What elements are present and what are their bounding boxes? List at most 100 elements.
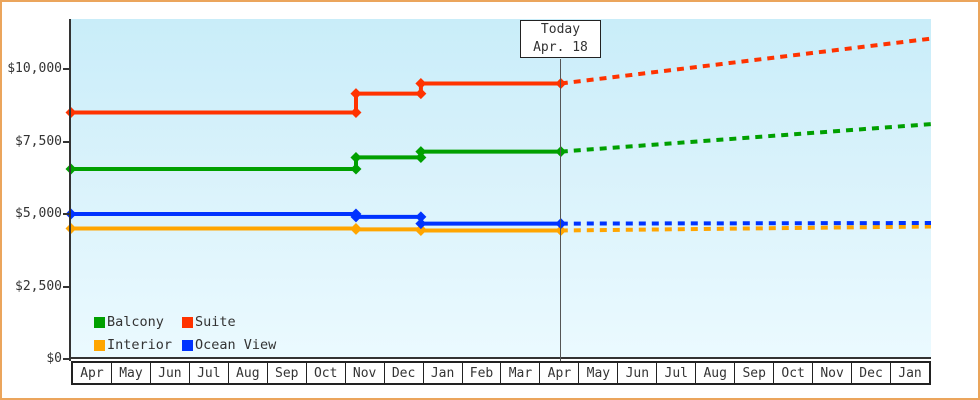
month-label: Jan <box>898 365 922 381</box>
today-flag: Today Apr. 18 <box>520 20 601 58</box>
series-line-balcony <box>71 149 561 171</box>
y-tick-label: $10,000 <box>7 61 62 76</box>
month-cell-feb: Feb <box>463 363 502 383</box>
series-projection-ocean-view <box>560 221 932 226</box>
legend-label-ocean-view: Ocean View <box>195 337 277 353</box>
series-marker-interior <box>350 223 362 235</box>
series-projection-balcony <box>560 122 932 154</box>
series-marker-suite <box>415 78 427 89</box>
legend-label-suite: Suite <box>195 314 236 330</box>
month-label: May <box>119 365 143 381</box>
series-projection-interior <box>560 224 932 233</box>
x-axis-month-row: Apr May Jun Jul Aug Sep Oct Nov Dec Jan Feb Mar Apr M… <box>71 361 931 385</box>
month-label: Aug <box>236 365 260 381</box>
month-cell-apr: Apr <box>540 363 580 383</box>
month-label: Oct <box>781 365 805 381</box>
month-label: Apr <box>547 365 572 381</box>
series-marker-ocean-view <box>65 208 77 220</box>
legend-swatch-balcony <box>94 316 105 328</box>
month-cell-sep: Sep <box>735 363 775 383</box>
y-tick-mark <box>63 358 70 360</box>
month-label: Oct <box>313 365 338 381</box>
y-tick-mark <box>63 68 70 70</box>
month-cell-oct: Oct <box>307 363 346 383</box>
month-label: Dec <box>391 365 416 381</box>
legend-swatch-suite <box>182 316 193 328</box>
month-cell-sep: Sep <box>268 363 307 383</box>
legend-swatch-ocean-view <box>182 339 193 351</box>
y-axis <box>69 19 71 361</box>
x-axis <box>69 357 931 359</box>
month-label: May <box>586 365 611 381</box>
today-date: Apr. 18 <box>533 40 588 55</box>
series-marker-balcony <box>350 163 362 175</box>
month-label: Jun <box>625 365 650 381</box>
y-tick-mark <box>63 285 70 288</box>
series-marker-interior <box>65 223 77 234</box>
month-cell-dec: Dec <box>852 363 892 383</box>
month-label: Nov <box>820 365 844 381</box>
series-line-ocean-view <box>71 212 561 226</box>
month-cell-nov: Nov <box>813 363 853 383</box>
series-projection-suite <box>560 36 932 86</box>
legend-item-balcony: Balcony <box>94 314 182 330</box>
month-label: Aug <box>703 365 727 381</box>
month-cell-jun: Jun <box>618 363 658 383</box>
month-cell-nov: Nov <box>346 363 385 383</box>
legend-item-interior: Interior <box>94 337 182 353</box>
month-cell-jan: Jan <box>424 363 463 383</box>
legend: Balcony Suite Interior Ocean View <box>94 314 276 353</box>
today-label: Today <box>540 22 581 37</box>
series-marker-ocean-view <box>415 211 427 223</box>
month-label: Sep <box>742 365 766 381</box>
month-cell-mar: Mar <box>501 363 541 383</box>
y-tick-label: $7,500 <box>15 133 62 149</box>
month-cell-dec: Dec <box>385 363 424 383</box>
y-tick-label: $2,500 <box>15 278 62 294</box>
y-tick-mark <box>63 140 70 143</box>
month-label: Jul <box>197 365 221 381</box>
series-marker-suite <box>350 88 362 100</box>
series-line-interior <box>71 226 561 233</box>
series-marker-suite <box>415 88 427 100</box>
month-label: Apr <box>80 365 104 381</box>
y-tick-label: $5,000 <box>15 206 62 221</box>
legend-item-suite: Suite <box>182 314 276 330</box>
month-cell-jan: Jan <box>891 363 929 383</box>
month-label: Mar <box>508 365 533 381</box>
month-cell-may: May <box>112 363 151 383</box>
month-cell-oct: Oct <box>774 363 814 383</box>
month-cell-apr: Apr <box>73 363 112 383</box>
month-label: Jul <box>664 365 689 381</box>
series-marker-ocean-view <box>350 211 362 223</box>
month-label: Feb <box>469 365 494 381</box>
today-line <box>560 59 561 361</box>
month-label: Nov <box>352 365 377 381</box>
month-cell-jul: Jul <box>657 363 697 383</box>
series-marker-balcony <box>415 146 427 158</box>
y-tick-label: $0 <box>46 351 62 366</box>
month-cell-aug: Aug <box>696 363 736 383</box>
series-marker-suite <box>350 107 362 118</box>
series-marker-suite <box>65 107 77 118</box>
series-marker-balcony <box>350 151 362 163</box>
legend-label-interior: Interior <box>107 337 173 353</box>
series-marker-interior <box>415 225 427 237</box>
month-cell-aug: Aug <box>229 363 268 383</box>
legend-label-balcony: Balcony <box>107 314 164 330</box>
series-line-suite <box>71 81 561 115</box>
series-marker-balcony <box>65 163 77 175</box>
month-cell-jun: Jun <box>151 363 190 383</box>
month-cell-jul: Jul <box>190 363 229 383</box>
month-cell-may: May <box>579 363 619 383</box>
chart-canvas <box>65 36 932 237</box>
month-label: Jan <box>430 365 455 381</box>
legend-item-ocean-view: Ocean View <box>182 337 276 353</box>
month-label: Sep <box>275 365 299 381</box>
plot-area <box>65 19 932 358</box>
series-marker-balcony <box>415 151 427 163</box>
legend-swatch-interior <box>94 339 105 351</box>
y-tick-mark <box>63 213 70 215</box>
month-label: Jun <box>158 365 182 381</box>
